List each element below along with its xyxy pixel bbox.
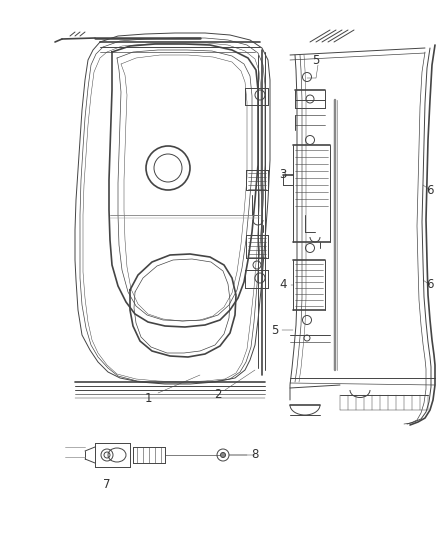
Text: 3: 3 — [279, 168, 287, 182]
Text: 7: 7 — [103, 479, 111, 491]
Text: 5: 5 — [271, 324, 279, 336]
Text: 2: 2 — [214, 389, 222, 401]
Text: 6: 6 — [426, 183, 434, 197]
Text: 1: 1 — [144, 392, 152, 405]
Text: 5: 5 — [312, 53, 320, 67]
Text: 6: 6 — [426, 279, 434, 292]
Circle shape — [220, 453, 226, 457]
Text: 8: 8 — [251, 448, 259, 462]
Text: 4: 4 — [279, 279, 287, 292]
